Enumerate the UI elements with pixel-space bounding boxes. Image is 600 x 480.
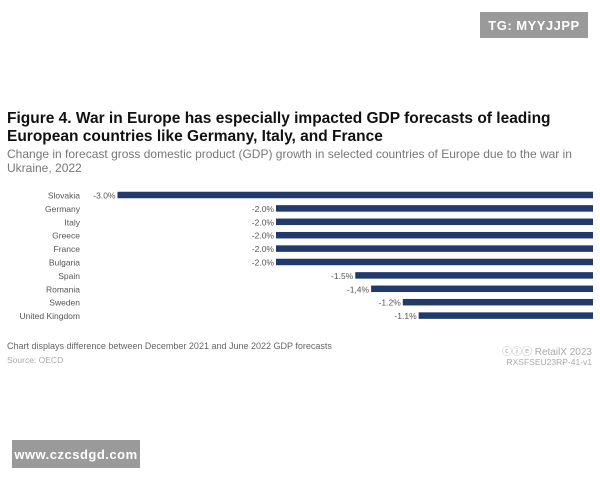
data-label: -2.0%: [252, 217, 275, 227]
bar-slovakia: [117, 191, 593, 199]
category-label: Slovakia: [48, 191, 80, 201]
category-label: Germany: [45, 204, 81, 214]
bar-united-kingdom: [418, 312, 593, 319]
watermark-top: TG: MYYJJPP: [480, 12, 588, 38]
chart-subtitle: Change in forecast gross domestic produc…: [7, 147, 572, 175]
bar-bulgaria: [276, 258, 593, 266]
data-label: -2.0%: [252, 258, 275, 268]
chart-header: Figure 4. War in Europe has especially i…: [7, 110, 595, 175]
brand-credit: ⓒⓘⓔ RetailX 2023: [501, 347, 592, 358]
category-label: Greece: [52, 231, 80, 241]
data-label: -3.0%: [93, 191, 116, 201]
bar-greece: [276, 231, 593, 239]
category-label: Italy: [64, 217, 80, 227]
category-label: France: [54, 244, 81, 254]
bar-spain: [355, 272, 593, 279]
data-label: -2.0%: [252, 231, 275, 241]
category-label: Romania: [46, 284, 80, 294]
chart-title: Figure 4. War in Europe has especially i…: [7, 110, 551, 145]
category-label: Spain: [58, 271, 80, 281]
chart-source: Source: OECD: [7, 355, 64, 365]
bar-chart: Slovakia -3.0% Germany -2.0% Italy -2.0% Greec…: [20, 191, 593, 321]
category-label: United Kingdom: [20, 311, 80, 321]
bar-italy: [276, 218, 593, 226]
data-label: -2.0%: [252, 204, 275, 214]
category-label: Bulgaria: [49, 258, 80, 268]
chart-code: RXSFSEU23RP-41-v1: [506, 357, 592, 367]
data-label: -1.2%: [379, 298, 402, 308]
category-label: Sweden: [49, 298, 80, 308]
bar-romania: [371, 285, 593, 293]
data-label: -1.1%: [394, 311, 417, 321]
data-label: -1,4%: [347, 284, 370, 294]
bar-germany: [276, 205, 593, 212]
data-label: -1.5%: [331, 271, 354, 281]
watermark-bottom: www.czcsdgd.com: [12, 440, 140, 468]
chart-note: Chart displays difference between Decemb…: [7, 341, 332, 351]
bar-france: [276, 245, 593, 252]
data-label: -2.0%: [252, 244, 275, 254]
bar-sweden: [402, 298, 593, 306]
